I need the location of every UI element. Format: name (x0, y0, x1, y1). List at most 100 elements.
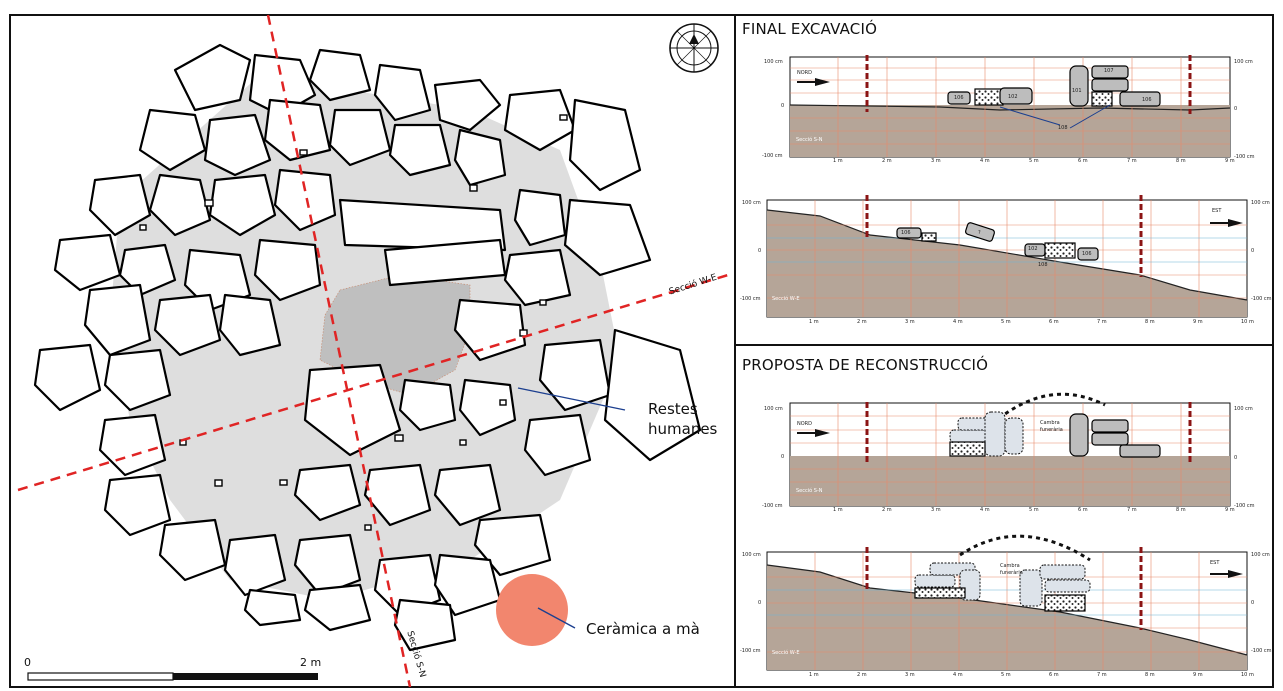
section-line-we (17, 273, 729, 492)
plan-stones (33, 43, 702, 652)
rec-we-left-0: 0 (758, 600, 762, 606)
exc-sn-left-neg100: -100 cm (762, 153, 783, 159)
exc-sn-stone-106b: 106 (1142, 97, 1152, 103)
exc-sn-tick-2: 2 m (882, 158, 892, 164)
rec-sn-left-0: 0 (781, 454, 785, 460)
exc-we-left-0: 0 (758, 248, 762, 254)
rec-we-tick-6: 6 m (1049, 672, 1059, 678)
pottery-find-marker (496, 574, 568, 646)
rec-sn-tick-9: 9 m (1225, 507, 1235, 513)
section-excavation-sn (789, 55, 1231, 158)
exc-we-right-100: 100 cm (1251, 200, 1270, 206)
rec-we-tick-3: 3 m (905, 672, 915, 678)
rec-sn-right-100: 100 cm (1234, 406, 1253, 412)
exc-sn-stone-107: 107 (1104, 68, 1114, 74)
exc-sn-right-neg100: -100 cm (1234, 154, 1255, 160)
exc-sn-right-100: 100 cm (1234, 59, 1253, 65)
exc-we-right-0: 0 (1251, 248, 1255, 254)
exc-sn-tick-9: 9 m (1225, 158, 1235, 164)
title-final-excavation: FINAL EXCAVACIÓ (742, 20, 878, 38)
human-remains-label-2: humanes (648, 420, 718, 438)
exc-sn-left-0: 0 (781, 103, 785, 109)
exc-we-tick-2: 2 m (857, 319, 867, 325)
exc-we-tick-1: 1 m (809, 319, 819, 325)
exc-we-tick-8: 8 m (1145, 319, 1155, 325)
exc-sn-stone-102: 102 (1008, 94, 1018, 100)
exc-sn-stone-108: 108 (1058, 125, 1068, 131)
exc-sn-tick-4: 4 m (980, 158, 990, 164)
rec-sn-tick-6: 6 m (1078, 507, 1088, 513)
plan-view (17, 14, 729, 688)
outer-frame (9, 14, 1274, 688)
section-reconstruction-sn (789, 392, 1231, 507)
exc-sn-tick-7: 7 m (1127, 158, 1137, 164)
rec-we-direction: EST (1210, 560, 1220, 566)
rec-sn-direction: NORD (797, 421, 812, 427)
exc-we-left-neg100: -100 cm (740, 296, 761, 302)
scale-start-label: 0 (24, 656, 31, 669)
exc-we-tick-5: 5 m (1001, 319, 1011, 325)
exc-we-tick-10: 10 m (1241, 319, 1254, 325)
rec-sn-right-neg100: -100 cm (1234, 503, 1255, 509)
section-excavation-we (766, 195, 1248, 318)
rec-we-section: Secció W-E (772, 650, 800, 656)
rec-sn-tick-8: 8 m (1176, 507, 1186, 513)
exc-we-left-100: 100 cm (742, 200, 761, 206)
exc-we-tick-9: 9 m (1193, 319, 1203, 325)
exc-we-stone-102: 102 (1028, 246, 1038, 252)
rec-we-tick-8: 8 m (1145, 672, 1155, 678)
exc-sn-right-0: 0 (1234, 106, 1238, 112)
pottery-leader (537, 607, 576, 629)
rec-sn-chamber-1: Cambra (1040, 420, 1060, 426)
exc-sn-tick-8: 8 m (1176, 158, 1186, 164)
rec-sn-section: Secció S-N (796, 488, 823, 494)
rec-we-tick-1: 1 m (809, 672, 819, 678)
rec-we-left-neg100: -100 cm (740, 648, 761, 654)
exc-sn-tick-1: 1 m (833, 158, 843, 164)
rec-sn-tick-5: 5 m (1029, 507, 1039, 513)
rec-we-tick-10: 10 m (1241, 672, 1254, 678)
exc-sn-tick-3: 3 m (931, 158, 941, 164)
rec-sn-tick-2: 2 m (882, 507, 892, 513)
exc-we-stone-unknown: ? (978, 230, 981, 236)
section-reconstruction-we (766, 534, 1248, 671)
rec-we-tick-4: 4 m (953, 672, 963, 678)
section-line-sn (266, 14, 412, 688)
exc-sn-direction: NORD (797, 70, 812, 76)
exc-we-right-neg100: -100 cm (1251, 296, 1272, 302)
rec-sn-tick-1: 1 m (833, 507, 843, 513)
rec-sn-tick-7: 7 m (1127, 507, 1137, 513)
rec-we-tick-2: 2 m (857, 672, 867, 678)
exc-sn-stone-101: 101 (1072, 88, 1082, 94)
exc-sn-tick-5: 5 m (1029, 158, 1039, 164)
rec-we-left-100: 100 cm (742, 552, 761, 558)
human-remains-leader (517, 387, 626, 411)
rec-we-chamber-1: Cambra (1000, 563, 1020, 569)
exc-we-stone-106b: 106 (1082, 251, 1092, 257)
rec-sn-right-0: 0 (1234, 455, 1238, 461)
exc-we-stone-106a: 106 (901, 230, 911, 236)
rec-sn-tick-3: 3 m (931, 507, 941, 513)
human-remains-label-1: Restes (648, 400, 698, 418)
exc-we-tick-3: 3 m (905, 319, 915, 325)
exc-sn-left-100: 100 cm (764, 59, 783, 65)
rec-we-tick-5: 5 m (1001, 672, 1011, 678)
exc-we-tick-6: 6 m (1049, 319, 1059, 325)
exc-we-direction: EST (1212, 208, 1222, 214)
scale-bar (27, 672, 318, 681)
exc-we-stone-108: 108 (1038, 262, 1048, 268)
exc-we-tick-4: 4 m (953, 319, 963, 325)
rec-sn-chamber-2: funerària (1040, 427, 1063, 433)
exc-sn-stone-106a: 106 (954, 95, 964, 101)
rec-we-chamber-2: funerària (1000, 570, 1023, 576)
compass-rose-icon (669, 23, 719, 73)
exc-we-tick-7: 7 m (1097, 319, 1107, 325)
rec-sn-left-neg100: -100 cm (762, 503, 783, 509)
rec-we-right-neg100: -100 cm (1251, 648, 1272, 654)
title-reconstruction: PROPOSTA DE RECONSTRUCCIÓ (742, 356, 989, 374)
rec-we-right-0: 0 (1251, 600, 1255, 606)
exc-sn-section: Secció S-N (796, 137, 823, 143)
pottery-label: Ceràmica a mà (586, 620, 700, 638)
exc-sn-tick-6: 6 m (1078, 158, 1088, 164)
